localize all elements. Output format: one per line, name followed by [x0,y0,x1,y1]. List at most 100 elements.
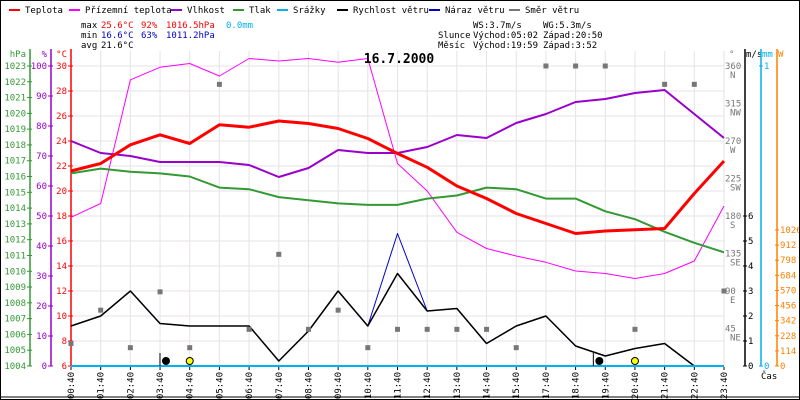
wind-speed-max: WS:3.7m/s [473,21,522,31]
hum-tick-label: 50 [36,212,47,222]
wind-direction-point [424,326,430,332]
wind-tick-label: 3 [748,287,753,297]
legend-label: Srážky [293,6,326,16]
hum-tick-label: 10 [36,332,47,342]
temp-tick-label: 20 [56,187,67,197]
x-axis-label: Čas [761,370,777,382]
dir-tick-label: 225 [725,175,741,185]
dir-axis-unit: ° [729,50,734,60]
press-tick-label: 1022 [4,78,26,88]
x-tick-label: 05:40 [215,372,225,399]
wind-direction-point [513,345,519,351]
wind-gust-max: WG:5.3m/s [543,21,592,31]
x-tick-label: 10:40 [364,372,374,399]
max-pressure: 1016.5hPa [166,21,215,31]
x-tick-label: 20:40 [631,372,641,399]
min-temp: 16.6°C [101,31,134,41]
series [68,58,727,367]
press-tick-label: 1005 [4,346,26,356]
hum-tick-label: 60 [36,182,47,192]
solar-tick-label: 1026 [780,226,799,236]
max-temp: 25.6°C [101,21,134,31]
sun-rise-sun-icon [185,357,194,365]
sun-set: Západ:20:50 [543,31,603,41]
wind-direction-point [276,251,282,257]
solar-tick-label: 0 [780,362,785,372]
wind-direction-point [305,326,311,332]
solar-axis-unit: W [778,50,784,60]
solar-tick-label: 684 [780,271,796,281]
solar-tick-label: 114 [780,347,796,357]
press-tick-label: 1014 [4,204,26,214]
dir-tick-label: 180 [725,212,741,222]
press-tick-label: 1008 [4,299,26,309]
moon-label: Měsíc [438,41,465,51]
solar-tick-label: 912 [780,241,796,251]
wind-direction-point [691,81,697,87]
dir-tick-label: 135 [725,250,741,260]
moon-set: Západ:3:52 [543,41,597,51]
dir-tick-label: 360 [725,62,741,72]
temp-tick-label: 12 [56,287,67,297]
wind-axis-unit: m/s [746,50,762,60]
dir-compass-label: SE [730,259,741,269]
press-tick-label: 1015 [4,188,26,198]
x-tick-label: 17:40 [542,372,552,399]
hum-tick-label: 30 [36,272,47,282]
press-tick-label: 1017 [4,157,26,167]
solar-tick-label: 228 [780,332,796,342]
legend-label: Směr větru [525,6,579,16]
press-tick-label: 1018 [4,141,26,151]
legend-label: Rychlost větru [353,6,429,16]
wind-direction-point [543,63,549,69]
wind-tick-label: 0 [748,362,753,372]
temp-tick-label: 8 [62,337,67,347]
sun-rise: Východ:05:02 [473,31,538,41]
wind-tick-label: 4 [748,262,753,272]
hum-tick-label: 40 [36,242,47,252]
x-tick-label: 21:40 [661,372,671,399]
dir-compass-label: E [730,296,735,306]
rain-axis-unit: mm [762,50,773,60]
solar-tick-label: 342 [780,317,796,327]
min-label: min [81,31,97,41]
x-tick-label: 18:40 [572,372,582,399]
temp-tick-label: 26 [56,112,67,122]
x-tick-label: 04:40 [186,372,196,399]
hum-tick-label: 0 [42,362,47,372]
legend-label: Tlak [249,6,271,16]
x-tick-label: 06:40 [245,372,255,399]
x-tick-label: 02:40 [126,372,136,399]
series-line-1 [70,167,725,254]
press-tick-label: 1006 [4,330,26,340]
wind-direction-point [454,326,460,332]
temp-tick-label: 16 [56,237,67,247]
x-tick-label: 07:40 [275,372,285,399]
min-pressure: 1011.2hPa [166,31,215,41]
wind-direction-point [98,307,104,313]
press-tick-label: 1011 [4,251,26,261]
dir-compass-label: S [730,221,735,231]
wind-tick-label: 2 [748,312,753,322]
moon-rise: Východ:19:59 [473,41,538,51]
temp-tick-label: 24 [56,137,67,147]
wind-direction-point [216,81,222,87]
legend-label: Náraz větru [445,6,505,16]
chart-title: 16.7.2000 [364,52,435,67]
wind-direction-point [395,326,400,332]
x-tick-label: 19:40 [601,372,611,399]
x-tick-label: 09:40 [334,372,344,399]
wind-direction-point [68,341,74,346]
temp-tick-label: 28 [56,87,67,97]
hum-tick-label: 100 [31,62,47,72]
x-tick-label: 11:40 [394,372,404,399]
axes: hPa1004100510061007100810091010101110121… [4,49,799,372]
dir-compass-label: SW [730,184,741,194]
solar-tick-label: 456 [780,302,796,312]
dir-compass-label: W [730,146,736,156]
sun-label: Slunce [438,31,471,41]
wind-tick-label: 1 [748,337,753,347]
dir-compass-label: N [730,71,735,81]
wind-direction-point [335,307,341,313]
